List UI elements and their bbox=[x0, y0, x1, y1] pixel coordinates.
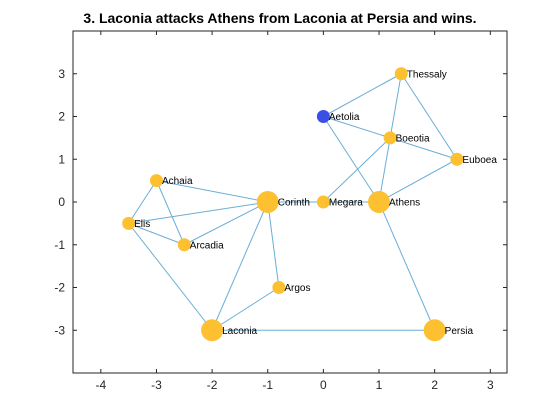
node-label-laconia: Laconia bbox=[222, 326, 257, 337]
x-tick-label-1: 1 bbox=[376, 378, 383, 392]
node-label-euboea: Euboea bbox=[462, 155, 497, 166]
node-argos bbox=[272, 281, 286, 294]
node-layer bbox=[122, 67, 464, 342]
node-label-elis: Elis bbox=[134, 219, 150, 230]
node-label-megara: Megara bbox=[329, 198, 363, 209]
node-elis bbox=[122, 216, 136, 230]
node-label-corinth: Corinth bbox=[278, 198, 310, 209]
y-tick-label--1: -1 bbox=[54, 238, 65, 252]
node-label-boeotia: Boeotia bbox=[396, 133, 430, 144]
edge-thessaly-euboea bbox=[400, 73, 458, 160]
edge-thessaly-aetolia bbox=[323, 73, 402, 117]
edge-corinth-achaia bbox=[156, 180, 268, 203]
edge-aetolia-boeotia bbox=[323, 116, 391, 139]
edge-athens-persia bbox=[378, 201, 436, 331]
x-tick-label--1: -1 bbox=[262, 378, 273, 392]
edge-corinth-laconia bbox=[211, 201, 269, 331]
y-tick-label--3: -3 bbox=[54, 323, 65, 337]
x-tick-label-0: 0 bbox=[320, 378, 327, 392]
edge-elis-arcadia bbox=[128, 222, 185, 246]
x-tick-label--3: -3 bbox=[151, 378, 162, 392]
edge-achaia-elis bbox=[128, 180, 157, 224]
edge-argos-laconia bbox=[211, 287, 280, 331]
edge-euboea-athens bbox=[378, 158, 458, 203]
edge-boeotia-euboea bbox=[390, 137, 458, 160]
node-corinth bbox=[256, 191, 279, 213]
edge-boeotia-megara bbox=[323, 137, 391, 203]
edge-corinth-arcadia bbox=[184, 201, 268, 246]
y-tick-label-2: 2 bbox=[58, 110, 65, 124]
edge-thessaly-boeotia bbox=[389, 73, 402, 138]
chart-title: 3. Laconia attacks Athens from Laconia a… bbox=[83, 10, 476, 26]
node-laconia bbox=[201, 319, 224, 342]
y-tick-label--2: -2 bbox=[54, 281, 65, 295]
node-athens bbox=[368, 191, 391, 213]
node-thessaly bbox=[394, 67, 408, 81]
label-layer: Thessaly Aetolia Boeotia Euboea Achaia Corint… bbox=[134, 69, 497, 337]
node-label-argos: Argos bbox=[284, 283, 310, 294]
x-tick-label--2: -2 bbox=[207, 378, 218, 392]
node-label-athens: Athens bbox=[389, 198, 420, 209]
y-tick-label-1: 1 bbox=[58, 152, 65, 166]
node-label-arcadia: Arcadia bbox=[190, 240, 224, 251]
node-arcadia bbox=[177, 238, 191, 252]
node-megara bbox=[316, 195, 330, 209]
node-boeotia bbox=[383, 131, 397, 145]
edge-corinth-argos bbox=[267, 201, 280, 288]
axis-ticks: -4 -3 -2 -1 0 1 2 3 -3 -2 -1 0 1 2 3 bbox=[54, 31, 507, 392]
edge-achaia-arcadia bbox=[156, 180, 185, 245]
x-tick-label--4: -4 bbox=[95, 378, 106, 392]
node-label-aetolia: Aetolia bbox=[329, 112, 360, 123]
node-label-achaia: Achaia bbox=[162, 176, 193, 187]
x-tick-label-3: 3 bbox=[487, 378, 494, 392]
y-tick-label-0: 0 bbox=[58, 195, 65, 209]
node-achaia bbox=[149, 174, 163, 188]
x-tick-label-2: 2 bbox=[431, 378, 438, 392]
edge-aetolia-athens bbox=[322, 116, 380, 203]
y-tick-label-3: 3 bbox=[58, 67, 65, 81]
node-persia bbox=[423, 319, 446, 342]
node-label-persia: Persia bbox=[445, 326, 474, 337]
node-euboea bbox=[450, 152, 464, 166]
edge-corinth-elis bbox=[128, 201, 268, 224]
edge-elis-laconia bbox=[128, 223, 213, 331]
node-label-thessaly: Thessaly bbox=[407, 69, 447, 80]
node-aetolia bbox=[316, 110, 330, 123]
